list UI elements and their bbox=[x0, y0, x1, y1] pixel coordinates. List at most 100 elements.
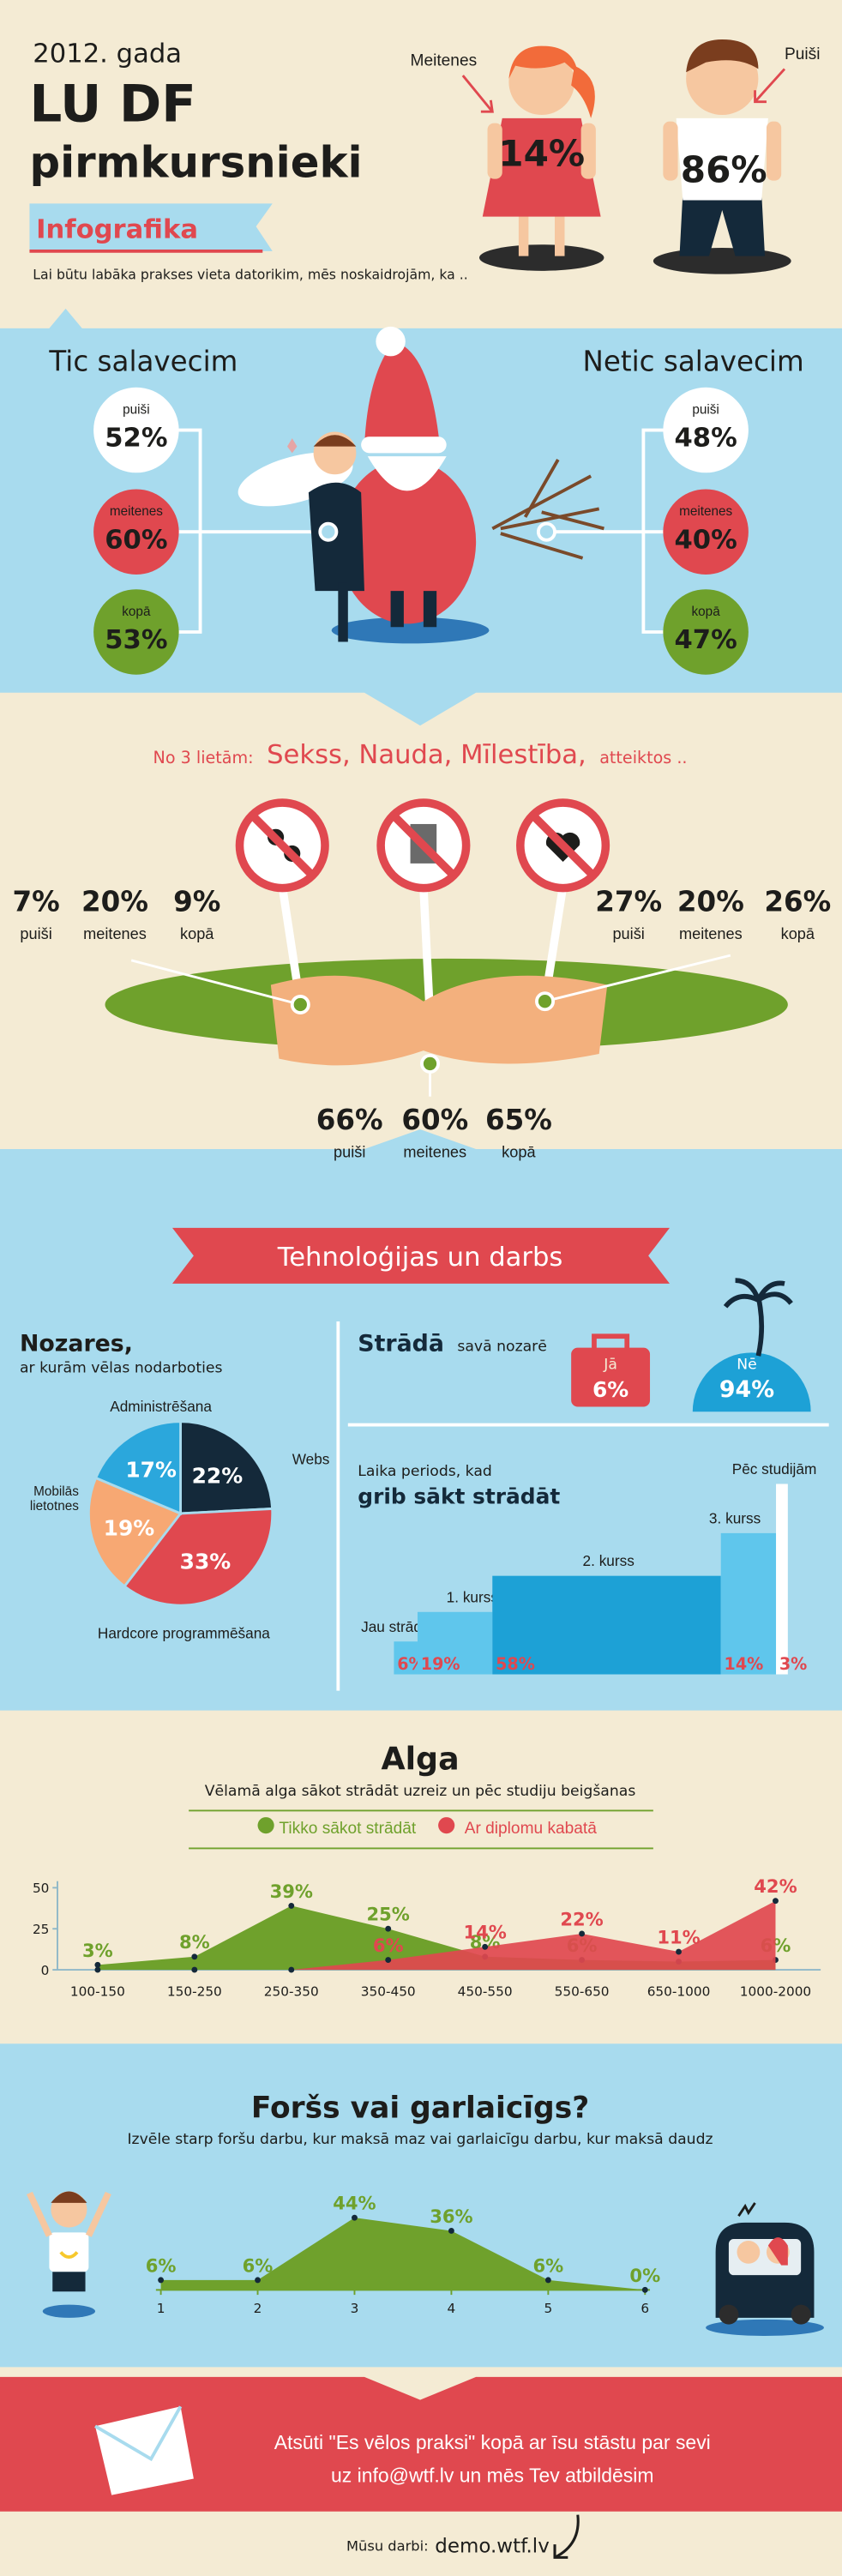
value-label: 22% bbox=[560, 1908, 603, 1929]
stat-circle bbox=[93, 387, 179, 473]
value-label: 0% bbox=[629, 2265, 660, 2286]
gender-label: Meitenes bbox=[411, 52, 478, 70]
stat-value: 47% bbox=[674, 625, 737, 655]
refuse-stats: 7% puiši 20% meitenes 9% kopā 27% puiši 20% meite… bbox=[12, 885, 831, 1160]
arrow bbox=[554, 2514, 580, 2559]
value-label: 6% bbox=[532, 2254, 563, 2276]
point bbox=[158, 2277, 165, 2284]
works-heading: Strādā savā nozarē bbox=[358, 1327, 547, 1357]
value-label: 19% bbox=[421, 1654, 460, 1674]
point bbox=[544, 2277, 551, 2284]
value-label: 11% bbox=[657, 1926, 700, 1947]
stat-label: puiši bbox=[123, 402, 149, 417]
point bbox=[352, 2214, 358, 2221]
category-label: Webs bbox=[292, 1451, 330, 1468]
arrow bbox=[754, 90, 767, 104]
point bbox=[676, 1948, 682, 1955]
y-tick-label: 50 bbox=[33, 1881, 49, 1896]
intro: Lai būtu labāka prakses vieta datorikim,… bbox=[33, 266, 467, 282]
refuse-prefix: No 3 lietām: bbox=[153, 748, 254, 767]
bar bbox=[720, 1532, 777, 1675]
period-subtitle: grib sākt strādāt bbox=[358, 1484, 560, 1508]
value-label: 44% bbox=[333, 2193, 376, 2214]
x-tick-label: 100-150 bbox=[70, 1984, 125, 2000]
stat-value: 26% bbox=[764, 885, 831, 918]
stat-circle bbox=[93, 489, 179, 575]
gender-value: 86% bbox=[681, 148, 767, 190]
stat-value: 40% bbox=[674, 525, 737, 555]
stat-label: meitenes bbox=[679, 504, 732, 519]
cool-chart: 1 2 3 4 5 6 6% 6% 44% 36% 6% 0% bbox=[146, 2193, 660, 2317]
x-tick-label: 550-650 bbox=[555, 1984, 610, 2000]
point bbox=[94, 1966, 101, 1973]
works-link-label: Mūsu darbi: bbox=[346, 2538, 429, 2555]
point bbox=[448, 2228, 454, 2234]
chart-subtitle: Vēlamā alga sākot strādāt uzreiz un pēc … bbox=[205, 1783, 636, 1800]
value-label: 25% bbox=[367, 1904, 410, 1925]
value-label: 14% bbox=[725, 1654, 764, 1674]
point bbox=[773, 1898, 779, 1905]
gender-label: Puiši bbox=[785, 45, 820, 63]
legend-label: Tikko sākot strādāt bbox=[279, 1820, 416, 1838]
stat-value: 20% bbox=[677, 885, 744, 918]
stat-label: puiši bbox=[334, 1144, 365, 1161]
slice-label: 17% bbox=[125, 1458, 177, 1483]
footer-text: Atsūti "Es vēlos praksi" kopā ar īsu stā… bbox=[274, 2431, 711, 2453]
stat-label: puiši bbox=[692, 402, 719, 417]
value-label: 14% bbox=[463, 1922, 506, 1943]
area bbox=[97, 1900, 776, 1971]
category-label: 1. kurss bbox=[447, 1588, 498, 1605]
stat-label: puiši bbox=[612, 925, 644, 942]
x-tick-label: 350-450 bbox=[361, 1984, 416, 2000]
salary-chart: 0 25 50 100-150 150-250 250-350 350-450 450-550… bbox=[33, 1817, 821, 2000]
car-person bbox=[706, 2202, 824, 2336]
x-tick-label: 1 bbox=[157, 2301, 165, 2316]
refuse-suffix: atteiktos .. bbox=[599, 748, 687, 767]
stat-label: puiši bbox=[20, 925, 51, 942]
stat-value: 60% bbox=[105, 525, 167, 555]
chart-title: Foršs vai garlaicīgs? bbox=[251, 2091, 589, 2125]
point bbox=[288, 1902, 295, 1909]
category-label: Hardcore programmēšana bbox=[98, 1624, 270, 1641]
banner-text: Tehnoloģijas un darbs bbox=[277, 1243, 563, 1273]
pie-slice bbox=[123, 1507, 274, 1607]
bar bbox=[394, 1641, 418, 1675]
chart-subtitle: Izvēle starp foršu darbu, kur maksā maz … bbox=[127, 2131, 713, 2148]
slice-label: 22% bbox=[192, 1463, 244, 1488]
x-tick-label: 150-250 bbox=[167, 1984, 222, 2000]
banner bbox=[171, 1227, 671, 1284]
slice-label: 33% bbox=[180, 1550, 232, 1574]
value-label: 6% bbox=[373, 1935, 404, 1956]
happy-person bbox=[26, 2191, 111, 2318]
point bbox=[191, 1953, 198, 1960]
fields-title: Nozares, bbox=[20, 1330, 133, 1357]
category-label-box: Mobilās lietotnes bbox=[30, 1484, 79, 1513]
x-tick-label: 1000-2000 bbox=[740, 1984, 811, 2000]
stat-label: meitenes bbox=[679, 925, 743, 942]
y-tick-label: 25 bbox=[33, 1922, 49, 1937]
stat-label: kopā bbox=[122, 605, 151, 619]
bar bbox=[417, 1611, 493, 1675]
legend-icon bbox=[257, 1817, 274, 1834]
stat-value: 7% bbox=[12, 885, 59, 918]
arrow bbox=[754, 68, 786, 103]
connectors bbox=[177, 428, 665, 634]
value-label: 42% bbox=[754, 1875, 797, 1897]
point bbox=[255, 2277, 261, 2284]
island-icon bbox=[692, 1278, 811, 1412]
area bbox=[97, 1905, 776, 1971]
works-link[interactable]: demo.wtf.lv bbox=[435, 2536, 550, 2558]
stat-value: 66% bbox=[316, 1104, 383, 1136]
stat-value: 27% bbox=[595, 885, 662, 918]
value-label: 58% bbox=[496, 1654, 535, 1674]
arrow bbox=[461, 75, 494, 113]
value-label: 3% bbox=[779, 1654, 807, 1674]
works-value: 94% bbox=[719, 1376, 774, 1403]
ribbon-text: Infografika bbox=[36, 215, 198, 245]
ribbon bbox=[29, 203, 273, 251]
stat-value: 9% bbox=[173, 885, 220, 918]
stat-circle bbox=[93, 589, 179, 675]
refuse-heading: No 3 lietām: Sekss, Nauda, Mīlestība, at… bbox=[153, 740, 688, 770]
stat-value: 48% bbox=[674, 424, 737, 454]
